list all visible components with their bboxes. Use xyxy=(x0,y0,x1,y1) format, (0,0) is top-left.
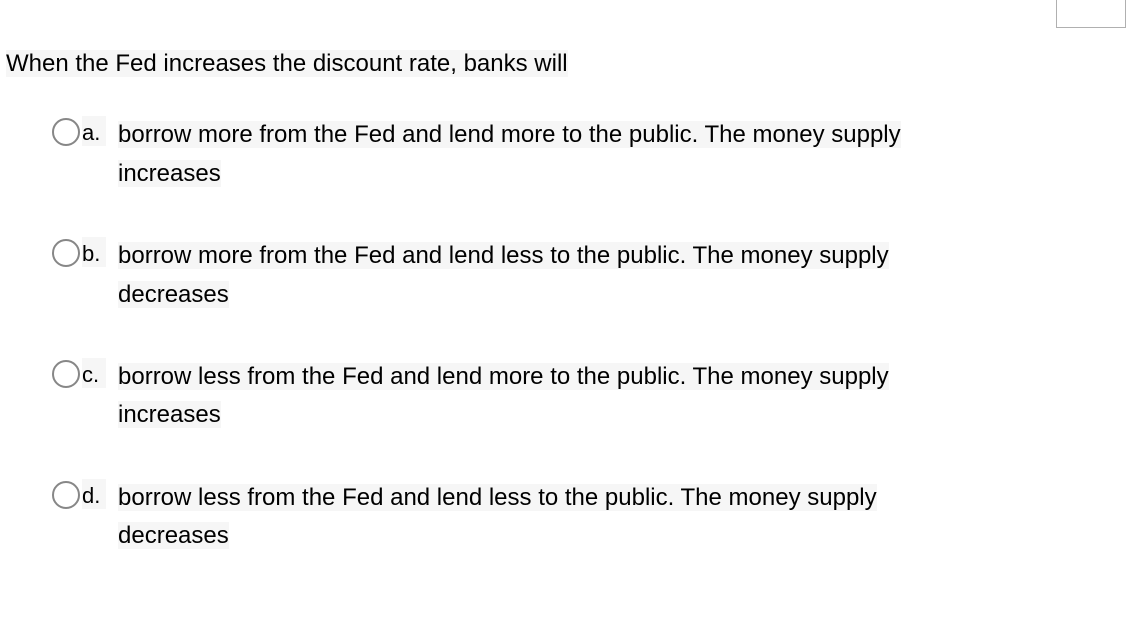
radio-d[interactable] xyxy=(52,481,80,509)
radio-a[interactable] xyxy=(52,118,80,146)
option-c-line1: borrow less from the Fed and lend more t… xyxy=(118,363,889,390)
option-b-line2: decreases xyxy=(118,281,229,308)
option-text-c: borrow less from the Fed and lend more t… xyxy=(118,358,889,435)
option-letter-d: d. xyxy=(82,479,106,509)
option-letter-b: b. xyxy=(82,237,106,267)
question-stem: When the Fed increases the discount rate… xyxy=(0,0,1136,80)
option-b[interactable]: b. borrow more from the Fed and lend les… xyxy=(52,237,1136,314)
option-d-line1: borrow less from the Fed and lend less t… xyxy=(118,484,877,511)
radio-c[interactable] xyxy=(52,360,80,388)
option-d-line2: decreases xyxy=(118,522,229,549)
option-text-a: borrow more from the Fed and lend more t… xyxy=(118,116,901,193)
option-c[interactable]: c. borrow less from the Fed and lend mor… xyxy=(52,358,1136,435)
option-text-b: borrow more from the Fed and lend less t… xyxy=(118,237,889,314)
options-container: a. borrow more from the Fed and lend mor… xyxy=(0,80,1136,555)
option-text-d: borrow less from the Fed and lend less t… xyxy=(118,479,877,556)
option-a-line2: increases xyxy=(118,160,221,187)
flag-box[interactable] xyxy=(1056,0,1126,28)
option-a-line1: borrow more from the Fed and lend more t… xyxy=(118,121,901,148)
option-c-line2: increases xyxy=(118,401,221,428)
option-b-line1: borrow more from the Fed and lend less t… xyxy=(118,242,889,269)
question-stem-text: When the Fed increases the discount rate… xyxy=(6,50,568,77)
radio-b[interactable] xyxy=(52,239,80,267)
option-a[interactable]: a. borrow more from the Fed and lend mor… xyxy=(52,116,1136,193)
option-d[interactable]: d. borrow less from the Fed and lend les… xyxy=(52,479,1136,556)
option-letter-a: a. xyxy=(82,116,106,146)
option-letter-c: c. xyxy=(82,358,106,388)
